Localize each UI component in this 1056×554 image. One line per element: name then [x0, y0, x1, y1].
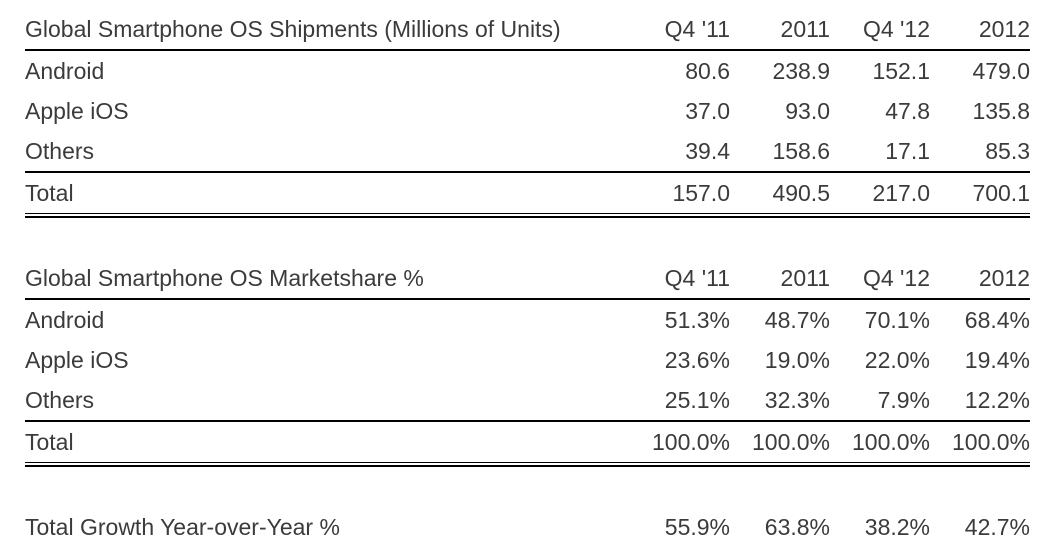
- cell-value: 100.0%: [651, 428, 730, 455]
- cell-value: 490.5: [772, 179, 830, 206]
- cell-value: 47.8: [885, 97, 930, 124]
- cell-value: 100.0%: [951, 428, 1030, 455]
- column-header-q4-12: Q4 '12: [862, 264, 930, 291]
- cell-value: 70.1%: [864, 306, 930, 333]
- table-row-apple-ios: Apple iOS 37.0 93.0 47.8 135.8: [25, 91, 1030, 131]
- header-rule: [25, 49, 1030, 51]
- cell-value: 22.0%: [864, 346, 930, 373]
- cell-value: 37.0: [685, 97, 730, 124]
- shipments-table-title: Global Smartphone OS Shipments (Millions…: [25, 15, 561, 42]
- row-label: Total: [25, 179, 74, 206]
- table-row-android: Android 80.6 238.9 152.1 479.0: [25, 51, 1030, 91]
- total-rule: [25, 420, 1030, 422]
- column-header-q4-11: Q4 '11: [664, 15, 730, 42]
- row-label: Android: [25, 306, 105, 333]
- table-row-apple-ios: Apple iOS 23.6% 19.0% 22.0% 19.4%: [25, 340, 1030, 380]
- cell-value: 100.0%: [851, 428, 930, 455]
- row-label: Apple iOS: [25, 346, 129, 373]
- table-row-total: Total 100.0% 100.0% 100.0% 100.0%: [25, 422, 1030, 462]
- cell-value: 85.3: [985, 137, 1030, 164]
- cell-value: 479.0: [972, 57, 1030, 84]
- marketshare-table: Global Smartphone OS Marketshare % Q4 '1…: [25, 258, 1030, 467]
- table-row-others: Others 25.1% 32.3% 7.9% 12.2%: [25, 380, 1030, 420]
- cell-value: 157.0: [672, 179, 730, 206]
- shipments-header-row: Global Smartphone OS Shipments (Millions…: [25, 9, 1030, 49]
- table-row-total: Total 157.0 490.5 217.0 700.1: [25, 173, 1030, 213]
- cell-value: 7.9%: [877, 386, 930, 413]
- cell-value: 238.9: [772, 57, 830, 84]
- cell-value: 12.2%: [964, 386, 1030, 413]
- row-label: Others: [25, 386, 95, 413]
- cell-value: 135.8: [972, 97, 1030, 124]
- cell-value: 19.0%: [764, 346, 830, 373]
- shipments-table: Global Smartphone OS Shipments (Millions…: [25, 9, 1030, 218]
- table-row-android: Android 51.3% 48.7% 70.1% 68.4%: [25, 300, 1030, 340]
- row-label: Apple iOS: [25, 97, 129, 124]
- marketshare-header-row: Global Smartphone OS Marketshare % Q4 '1…: [25, 258, 1030, 298]
- cell-value: 63.8%: [764, 513, 830, 540]
- cell-value: 42.7%: [964, 513, 1030, 540]
- table-row-others: Others 39.4 158.6 17.1 85.3: [25, 131, 1030, 171]
- column-header-2012: 2012: [978, 15, 1030, 42]
- cell-value: 25.1%: [664, 386, 730, 413]
- cell-value: 93.0: [785, 97, 830, 124]
- column-header-q4-12: Q4 '12: [862, 15, 930, 42]
- cell-value: 100.0%: [751, 428, 830, 455]
- cell-value: 68.4%: [964, 306, 1030, 333]
- table-row-growth: Total Growth Year-over-Year % 55.9% 63.8…: [25, 507, 1030, 547]
- marketshare-table-title: Global Smartphone OS Marketshare %: [25, 264, 424, 291]
- double-rule: [25, 462, 1030, 467]
- row-label: Others: [25, 137, 95, 164]
- cell-value: 700.1: [972, 179, 1030, 206]
- cell-value: 80.6: [685, 57, 730, 84]
- growth-section: Total Growth Year-over-Year % 55.9% 63.8…: [25, 507, 1030, 547]
- column-header-2012: 2012: [978, 264, 1030, 291]
- section-spacer: [25, 218, 1030, 258]
- cell-value: 51.3%: [664, 306, 730, 333]
- cell-value: 55.9%: [664, 513, 730, 540]
- double-rule: [25, 213, 1030, 218]
- row-label: Android: [25, 57, 105, 84]
- smartphone-os-report: Global Smartphone OS Shipments (Millions…: [25, 0, 1030, 547]
- cell-value: 23.6%: [664, 346, 730, 373]
- header-rule: [25, 298, 1030, 300]
- cell-value: 32.3%: [764, 386, 830, 413]
- cell-value: 17.1: [885, 137, 930, 164]
- row-label: Total: [25, 428, 74, 455]
- cell-value: 19.4%: [964, 346, 1030, 373]
- column-header-q4-11: Q4 '11: [664, 264, 730, 291]
- row-label: Total Growth Year-over-Year %: [25, 513, 340, 540]
- cell-value: 48.7%: [764, 306, 830, 333]
- section-spacer: [25, 467, 1030, 507]
- cell-value: 152.1: [872, 57, 930, 84]
- cell-value: 39.4: [685, 137, 730, 164]
- total-rule: [25, 171, 1030, 173]
- cell-value: 217.0: [872, 179, 930, 206]
- column-header-2011: 2011: [780, 15, 830, 42]
- cell-value: 158.6: [772, 137, 830, 164]
- cell-value: 38.2%: [864, 513, 930, 540]
- column-header-2011: 2011: [780, 264, 830, 291]
